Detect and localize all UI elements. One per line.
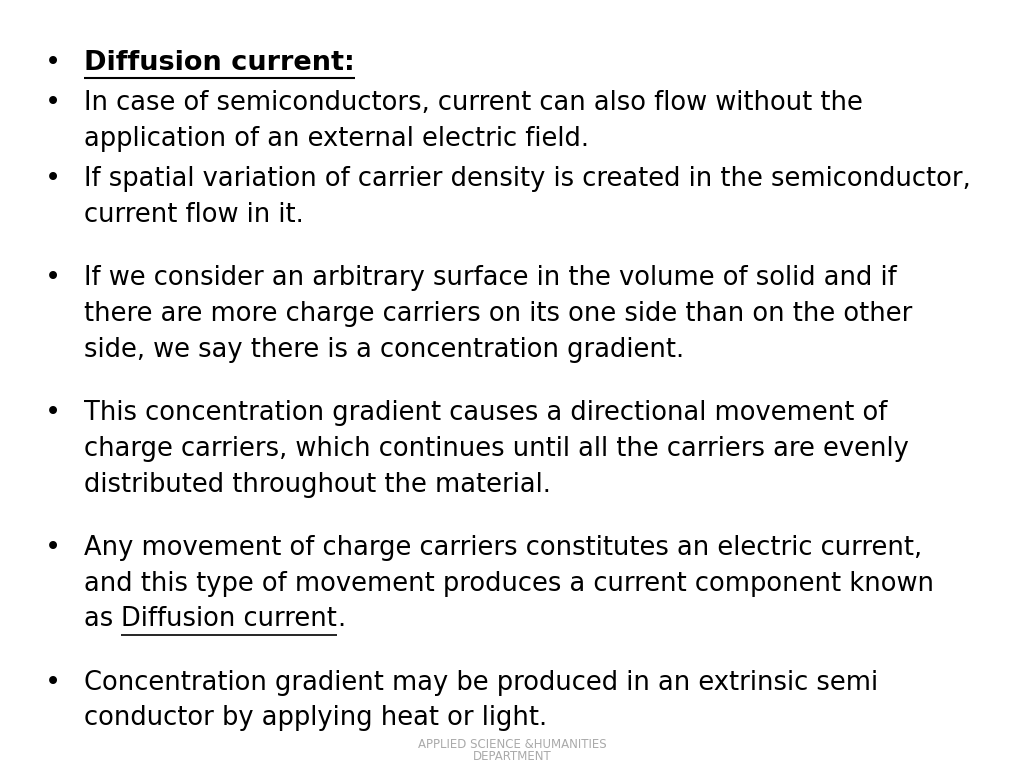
Text: conductor by applying heat or light.: conductor by applying heat or light. [84,705,547,731]
Text: •: • [45,50,61,76]
Text: distributed throughout the material.: distributed throughout the material. [84,472,551,498]
Text: APPLIED SCIENCE &HUMANITIES: APPLIED SCIENCE &HUMANITIES [418,739,606,751]
Text: charge carriers, which continues until all the carriers are evenly: charge carriers, which continues until a… [84,435,909,462]
Text: In case of semiconductors, current can also flow without the: In case of semiconductors, current can a… [84,91,863,116]
Text: side, we say there is a concentration gradient.: side, we say there is a concentration gr… [84,336,684,362]
Text: If spatial variation of carrier density is created in the semiconductor,: If spatial variation of carrier density … [84,166,971,192]
Text: •: • [45,400,61,426]
Text: •: • [45,265,61,291]
Text: DEPARTMENT: DEPARTMENT [473,750,551,763]
Text: •: • [45,535,61,561]
Text: Concentration gradient may be produced in an extrinsic semi: Concentration gradient may be produced i… [84,670,879,696]
Text: .: . [337,606,345,632]
Text: •: • [45,670,61,696]
Text: Diffusion current: Diffusion current [121,606,337,632]
Text: application of an external electric field.: application of an external electric fiel… [84,126,589,152]
Text: as: as [84,606,121,632]
Text: there are more charge carriers on its one side than on the other: there are more charge carriers on its on… [84,301,912,327]
Text: If we consider an arbitrary surface in the volume of solid and if: If we consider an arbitrary surface in t… [84,265,897,291]
Text: and this type of movement produces a current component known: and this type of movement produces a cur… [84,571,934,597]
Text: current flow in it.: current flow in it. [84,202,304,228]
Text: Any movement of charge carriers constitutes an electric current,: Any movement of charge carriers constitu… [84,535,922,561]
Text: •: • [45,91,61,116]
Text: •: • [45,166,61,192]
Text: Diffusion current:: Diffusion current: [84,50,354,76]
Text: This concentration gradient causes a directional movement of: This concentration gradient causes a dir… [84,400,888,426]
